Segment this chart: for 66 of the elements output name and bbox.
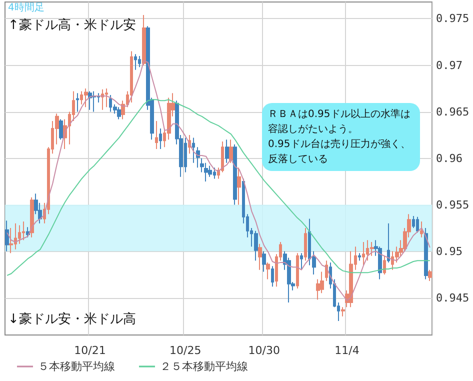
candlestick [254, 230, 258, 262]
y-tick-label: 0.945 [436, 291, 470, 304]
candlestick [370, 241, 374, 256]
candlestick [130, 50, 133, 103]
candlestick [387, 222, 390, 263]
annotation: ↑豪ドル高・米ドル安 [8, 17, 136, 33]
y-tick-label: 0.955 [436, 198, 470, 212]
candlestick [159, 128, 162, 150]
candlestick [225, 139, 229, 164]
line-series [6, 99, 430, 276]
candlestick [362, 241, 365, 266]
annotation: ↓豪ドル安・米ドル高 [8, 311, 136, 327]
candlestick [262, 250, 266, 272]
x-tick-label: 10/25 [169, 344, 202, 357]
x-tick-label: 11/4 [334, 344, 360, 357]
candlestick [5, 220, 9, 252]
candlestick [138, 55, 141, 68]
candlestick [30, 196, 34, 238]
candlestick [296, 252, 299, 289]
y-tick-label: 0.96 [436, 152, 462, 165]
candlestick [192, 137, 195, 164]
candlestick [304, 228, 307, 262]
candlestick [420, 221, 423, 238]
y-tick-label: 0.97 [436, 58, 462, 72]
candlestick [412, 215, 415, 229]
candlestick [258, 243, 262, 270]
candlestick [358, 252, 361, 262]
y-tick-label: 0.95 [436, 244, 462, 258]
candlestick [22, 221, 25, 241]
candlestick [266, 262, 270, 280]
candlestick [84, 88, 88, 108]
candlestick [101, 88, 104, 110]
y-tick-label: 0.975 [436, 12, 470, 26]
candlestick [88, 90, 92, 110]
chart-title: 4時間足 [8, 2, 44, 14]
candlestick [428, 269, 432, 282]
candlestick [237, 167, 241, 206]
candlestick [208, 165, 212, 178]
candlestick [349, 250, 353, 308]
candlestick [9, 228, 13, 254]
candlestick [155, 120, 158, 150]
annotation: ＲＢＡは0.95ドル以上の水準は容認しがたいよう。 0.95ドル台は売り圧力が強く、反落している [268, 108, 410, 165]
x-tick-label: 10/21 [74, 344, 106, 357]
candlestick [117, 106, 121, 120]
legend-label: ５本移動平均線 [38, 360, 115, 373]
x-tick-label: 10/30 [248, 344, 280, 357]
candlestick [383, 255, 386, 276]
candlestick [196, 146, 200, 168]
candlestick [221, 141, 224, 173]
candlestick [204, 162, 208, 182]
y-tick-label: 0.965 [436, 105, 470, 118]
candlestick [233, 144, 237, 206]
candlestick [76, 92, 79, 112]
candlestick [300, 252, 303, 270]
legend-label: ２５本移動平均線 [160, 360, 248, 373]
candlestick [424, 228, 428, 280]
candlestick [271, 266, 274, 288]
candlestick [134, 54, 137, 70]
candlestick [416, 216, 419, 234]
line-series [6, 60, 430, 302]
candlestick [229, 139, 233, 164]
candlestick [142, 14, 146, 66]
candlestick [92, 90, 96, 112]
candlestick [105, 88, 108, 108]
candlestick [59, 118, 63, 140]
candlestick [341, 306, 345, 317]
